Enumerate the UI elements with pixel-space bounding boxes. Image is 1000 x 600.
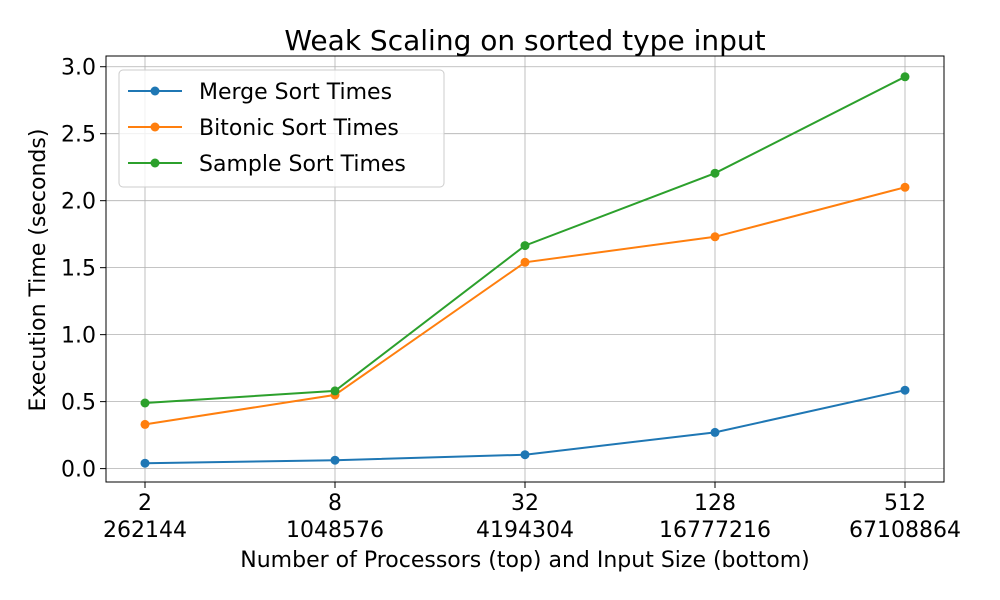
x-tick-label-processors: 32 — [511, 491, 539, 516]
y-axis-label: Execution Time (seconds) — [26, 129, 51, 412]
y-tick-label: 0.5 — [61, 391, 96, 416]
legend-bitonic-sort-times-label: Bitonic Sort Times — [199, 116, 399, 141]
y-tick-label: 2.5 — [61, 123, 96, 148]
chart-title: Weak Scaling on sorted type input — [284, 24, 765, 57]
x-tick-label-input-size: 262144 — [103, 518, 187, 543]
x-tick-label-input-size: 67108864 — [849, 518, 961, 543]
legend: Merge Sort Times Bitonic Sort Times Sample… — [118, 69, 445, 188]
x-tick-label-input-size: 4194304 — [476, 518, 574, 543]
sample-sort-times-point — [330, 386, 340, 396]
y-tick-label: 3.0 — [61, 56, 96, 81]
x-tick-label-processors: 512 — [884, 491, 926, 516]
legend-merge-sort-times-label: Merge Sort Times — [199, 80, 392, 105]
legend-merge-sort-times-marker — [150, 86, 160, 96]
merge-sort-times-point — [140, 458, 150, 468]
merge-sort-times-point — [710, 427, 720, 437]
merge-sort-times-point — [330, 455, 340, 465]
x-tick-label-processors: 2 — [138, 491, 152, 516]
x-tick-label-processors: 128 — [694, 491, 736, 516]
legend-box — [118, 69, 445, 188]
series-layer — [140, 72, 910, 468]
y-tick-label: 2.0 — [61, 190, 96, 215]
x-axis-label: Number of Processors (top) and Input Siz… — [240, 548, 809, 573]
y-tick-label: 1.0 — [61, 324, 96, 349]
y-tick-label: 0.0 — [61, 458, 96, 483]
bitonic-sort-times-point — [710, 232, 720, 242]
legend-sample-sort-times-marker — [150, 158, 160, 168]
legend-sample-sort-times-label: Sample Sort Times — [199, 152, 406, 177]
bitonic-sort-times-point — [900, 182, 910, 192]
x-tick-label-processors: 8 — [328, 491, 342, 516]
merge-sort-times-point — [520, 450, 530, 460]
merge-sort-times-point — [900, 385, 910, 395]
sample-sort-times-point — [140, 398, 150, 408]
sample-sort-times-point — [900, 72, 910, 82]
sample-sort-times-point — [520, 241, 530, 251]
legend-bitonic-sort-times-marker — [150, 122, 160, 132]
x-tick-label-input-size: 1048576 — [286, 518, 384, 543]
bitonic-sort-times-point — [520, 257, 530, 267]
sample-sort-times-point — [710, 168, 720, 178]
bitonic-sort-times-point — [140, 419, 150, 429]
x-tick-label-input-size: 16777216 — [659, 518, 771, 543]
y-tick-label: 1.5 — [61, 257, 96, 282]
